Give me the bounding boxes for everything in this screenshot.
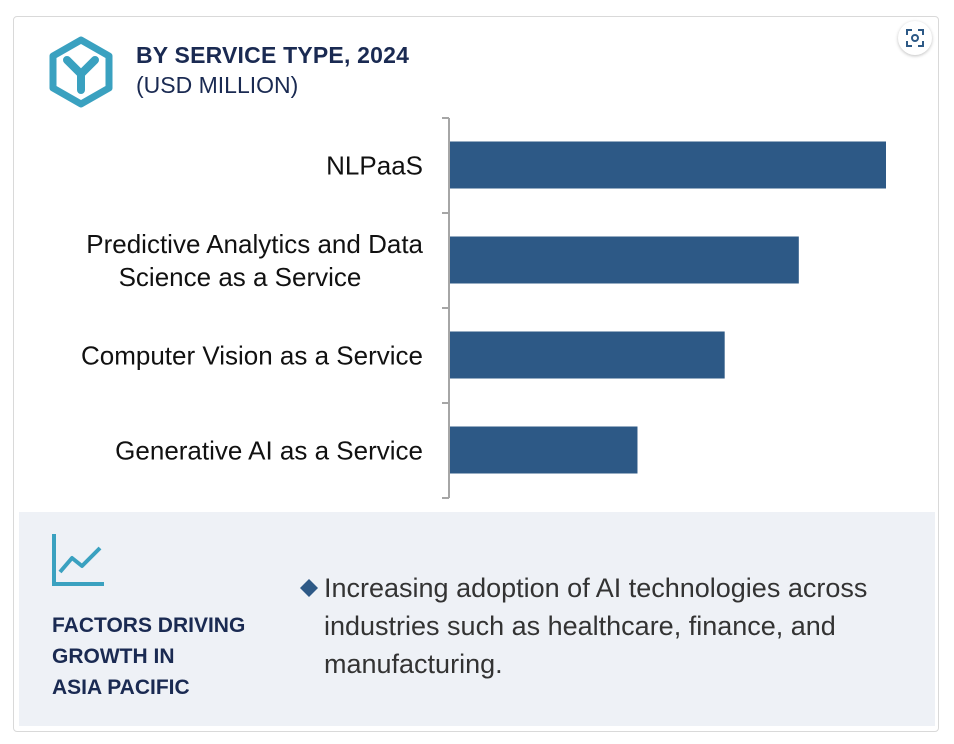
- bar-3: [450, 331, 725, 379]
- trend-line-icon: [52, 534, 104, 586]
- category-label: NLPaaS: [326, 151, 423, 181]
- bar-1: [450, 141, 886, 189]
- category-label: Computer Vision as a Service: [81, 341, 423, 371]
- diamond-bullet-icon: [300, 579, 318, 597]
- hexagon-y-logo-icon: [49, 36, 113, 108]
- category-label: Predictive Analytics and Data: [86, 229, 423, 259]
- bar-4: [450, 426, 638, 474]
- factors-title: FACTORS DRIVING GROWTH IN ASIA PACIFIC: [52, 614, 246, 699]
- category-label: Science as a Service: [119, 262, 362, 292]
- chart-subtitle: (USD MILLION): [136, 72, 299, 98]
- bar-2: [450, 236, 799, 284]
- factors-panel: [19, 512, 935, 726]
- factor-item: Increasing adoption of AI technologies a…: [324, 573, 868, 679]
- category-label: Generative AI as a Service: [115, 436, 423, 466]
- chart-title: BY SERVICE TYPE, 2024: [136, 42, 410, 68]
- expand-icon: [906, 29, 924, 47]
- expand-button[interactable]: [898, 21, 932, 55]
- bar-chart: NLPaaS Predictive Analytics and DataScien…: [81, 117, 886, 499]
